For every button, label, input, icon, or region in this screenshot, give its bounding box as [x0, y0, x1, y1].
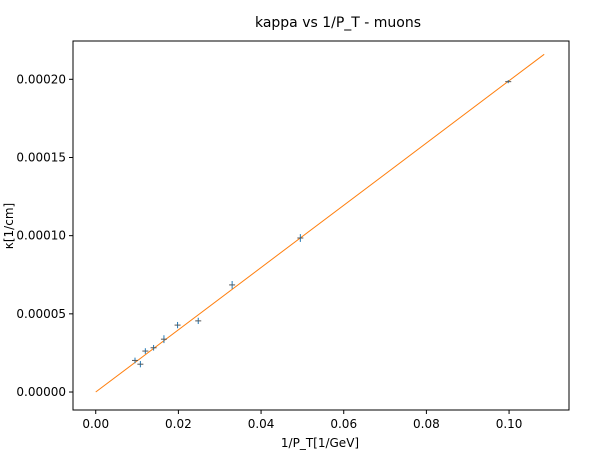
y-axis-title: κ[1/cm] — [2, 203, 16, 249]
x-axis-ticks: 0.00 0.02 0.04 0.06 0.08 0.10 — [82, 410, 522, 431]
data-point — [150, 344, 157, 351]
data-point — [505, 80, 512, 84]
x-tick-label: 0.00 — [82, 417, 109, 431]
data-point — [195, 317, 202, 325]
y-tick-label: 0.00020 — [16, 72, 66, 86]
fit-line-layer — [95, 53, 545, 393]
y-tick-label: 0.00015 — [16, 150, 66, 164]
x-tick-label: 0.10 — [496, 417, 523, 431]
x-tick-label: 0.02 — [165, 417, 192, 431]
x-tick-label: 0.08 — [413, 417, 440, 431]
x-tick-label: 0.06 — [330, 417, 357, 431]
plot-area — [72, 40, 570, 411]
data-point — [142, 348, 149, 354]
data-point — [297, 234, 304, 242]
x-tick-label: 0.04 — [248, 417, 275, 431]
data-point — [160, 335, 167, 344]
y-axis-ticks: 0.00000 0.00005 0.00010 0.00015 0.00020 — [16, 72, 73, 399]
chart-title: kappa vs 1/P_T - muons — [255, 15, 421, 31]
y-tick-label: 0.00010 — [16, 229, 66, 243]
x-axis-title: 1/P_T[1/GeV] — [281, 436, 359, 450]
fit-line — [95, 53, 545, 393]
data-point — [132, 357, 138, 364]
data-point — [137, 361, 144, 368]
data-points-layer — [132, 80, 512, 368]
data-point — [174, 321, 181, 329]
y-tick-label: 0.00005 — [16, 307, 66, 321]
y-tick-label: 0.00000 — [16, 385, 66, 399]
data-point — [229, 281, 236, 289]
